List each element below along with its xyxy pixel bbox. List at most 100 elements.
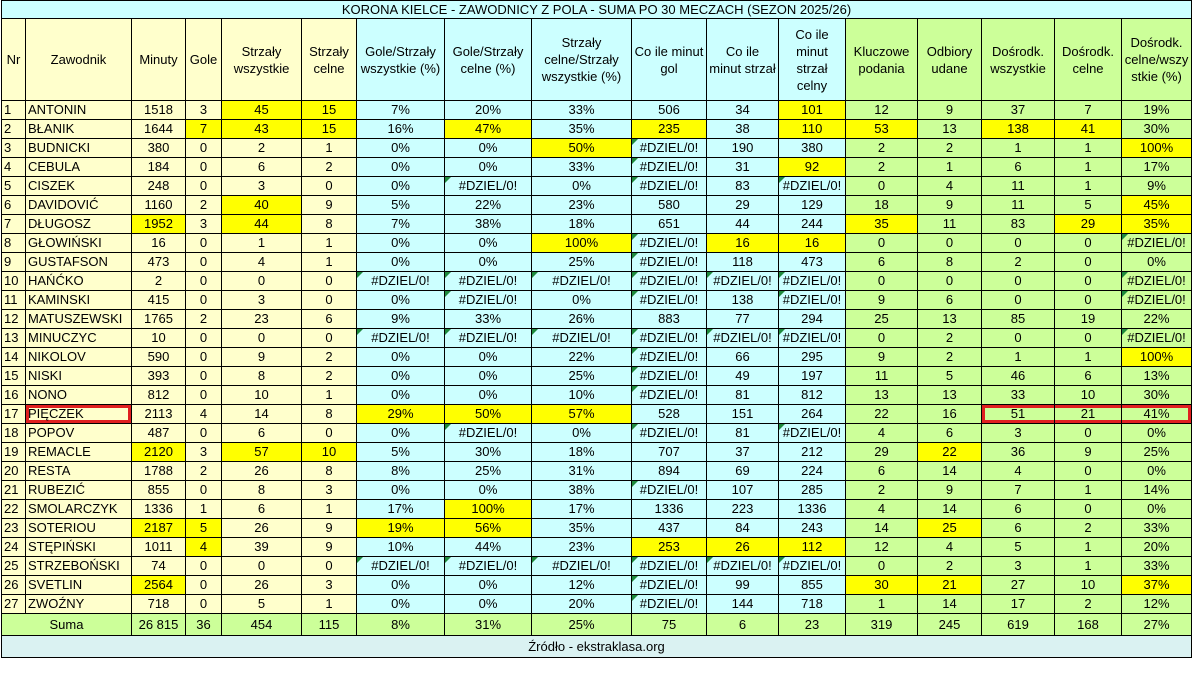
table-cell: 0 <box>185 271 222 291</box>
table-cell: 437 <box>631 518 707 538</box>
table-cell: 8% <box>356 461 445 481</box>
table-cell: 2 <box>845 480 918 500</box>
column-header: Dośrodk. celne <box>1054 18 1122 101</box>
player-name: REMACLE <box>25 442 132 462</box>
table-cell: 264 <box>778 404 846 424</box>
table-cell: 33% <box>531 157 632 177</box>
table-cell: 0% <box>356 157 445 177</box>
table-cell: 2 <box>917 347 982 367</box>
table-cell: 1 <box>301 385 357 405</box>
table-row: 25 STRZEBOŃSKI 74 0 0 0 #DZIEL/0! #DZIEL/0! #DZI… <box>1 556 1192 576</box>
table-cell: 4 <box>185 404 222 424</box>
total-cell: 619 <box>981 613 1055 636</box>
table-cell: 151 <box>706 404 779 424</box>
table-cell: 0 <box>981 328 1055 348</box>
table-cell: 144 <box>706 594 779 614</box>
table-cell: 13% <box>1120 366 1192 386</box>
table-cell: 7 <box>1054 100 1122 120</box>
table-cell: 26 <box>221 518 302 538</box>
table-cell: 11 <box>1 290 26 310</box>
table-cell: 223 <box>706 499 779 519</box>
table-cell: 44 <box>706 214 779 234</box>
table-cell: 2 <box>1054 518 1122 538</box>
table-cell: 12 <box>845 537 918 557</box>
table-cell: 0% <box>531 290 632 310</box>
table-cell: 1 <box>1054 176 1122 196</box>
table-cell: 0 <box>301 290 357 310</box>
table-cell: 1644 <box>131 119 186 139</box>
total-label: Suma <box>1 613 132 636</box>
table-cell: 528 <box>631 404 707 424</box>
table-cell: 9% <box>1120 176 1192 196</box>
table-cell: 138 <box>706 290 779 310</box>
table-cell: 0% <box>356 423 445 443</box>
table-cell: 812 <box>778 385 846 405</box>
table-cell: 5 <box>981 537 1055 557</box>
table-cell: 6 <box>1 195 26 215</box>
stats-table: KORONA KIELCE - ZAWODNICY Z POLA - SUMA … <box>0 0 1192 658</box>
table-cell: 44% <box>444 537 532 557</box>
player-name: ZWOŹNY <box>25 594 132 614</box>
footer-row: Źródło - ekstraklasa.org <box>0 635 1192 658</box>
table-cell: 0 <box>1054 290 1122 310</box>
table-cell: 83 <box>706 176 779 196</box>
table-cell: 1 <box>1054 537 1122 557</box>
table-cell: 35% <box>531 518 632 538</box>
table-cell: 0% <box>1120 499 1192 519</box>
table-cell: 30% <box>1120 119 1192 139</box>
table-cell: 11 <box>917 214 982 234</box>
table-cell: 30% <box>1120 385 1192 405</box>
table-cell: 100% <box>1120 138 1192 158</box>
table-cell: 0 <box>301 271 357 291</box>
table-cell: #DZIEL/0! <box>631 385 707 405</box>
table-cell: 243 <box>778 518 846 538</box>
column-header: Gole/Strzały celne (%) <box>444 18 532 101</box>
table-cell: 2187 <box>131 518 186 538</box>
table-row: 12 MATUSZEWSKI 1765 2 23 6 9% 33% 26% 883 77 294 25 1… <box>1 309 1192 329</box>
table-cell: 9 <box>917 100 982 120</box>
table-cell: #DZIEL/0! <box>631 480 707 500</box>
table-cell: #DZIEL/0! <box>444 271 532 291</box>
table-cell: #DZIEL/0! <box>631 328 707 348</box>
table-cell: 9 <box>917 480 982 500</box>
table-cell: 190 <box>706 138 779 158</box>
table-cell: 41 <box>1054 119 1122 139</box>
table-cell: 10 <box>301 442 357 462</box>
column-header: Nr <box>1 18 26 101</box>
table-cell: #DZIEL/0! <box>778 423 846 443</box>
table-cell: 15 <box>1 366 26 386</box>
table-cell: 1 <box>185 499 222 519</box>
table-cell: 10 <box>1054 385 1122 405</box>
table-cell: #DZIEL/0! <box>631 347 707 367</box>
table-cell: 2113 <box>131 404 186 424</box>
table-cell: 19% <box>356 518 445 538</box>
table-cell: 9% <box>356 309 445 329</box>
table-cell: 14 <box>917 461 982 481</box>
table-row: 14 NIKOLOV 590 0 9 2 0% 0% 22% #DZIEL/0! 66 295 9 2 1 1… <box>1 347 1192 367</box>
table-cell: 100% <box>444 499 532 519</box>
column-header: Co ile minut gol <box>631 18 707 101</box>
table-cell: 0 <box>301 423 357 443</box>
table-cell: 1 <box>1054 138 1122 158</box>
column-header: Strzały celne/Strzały wszystkie (%) <box>531 18 632 101</box>
table-cell: 380 <box>131 138 186 158</box>
table-cell: 37% <box>1120 575 1192 595</box>
table-cell: 1 <box>1 100 26 120</box>
table-row: 24 STĘPIŃSKI 1011 4 39 9 10% 44% 23% 253 26 112 12 4 5… <box>1 537 1192 557</box>
table-cell: 110 <box>778 119 846 139</box>
table-cell: 0 <box>917 233 982 253</box>
table-cell: 57% <box>531 404 632 424</box>
table-cell: 44 <box>221 214 302 234</box>
table-cell: 294 <box>778 309 846 329</box>
table-row: 5 CISZEK 248 0 3 0 0% #DZIEL/0! 0% #DZIEL/0! 83 #DZ… <box>1 176 1192 196</box>
table-cell: 37 <box>981 100 1055 120</box>
player-name: NISKI <box>25 366 132 386</box>
table-cell: 0 <box>185 556 222 576</box>
table-cell: 2 <box>1054 594 1122 614</box>
table-cell: 10 <box>1 271 26 291</box>
table-cell: #DZIEL/0! <box>631 252 707 272</box>
table-cell: 8 <box>221 480 302 500</box>
table-cell: 14 <box>845 518 918 538</box>
table-cell: 6 <box>221 499 302 519</box>
table-cell: 0% <box>356 233 445 253</box>
